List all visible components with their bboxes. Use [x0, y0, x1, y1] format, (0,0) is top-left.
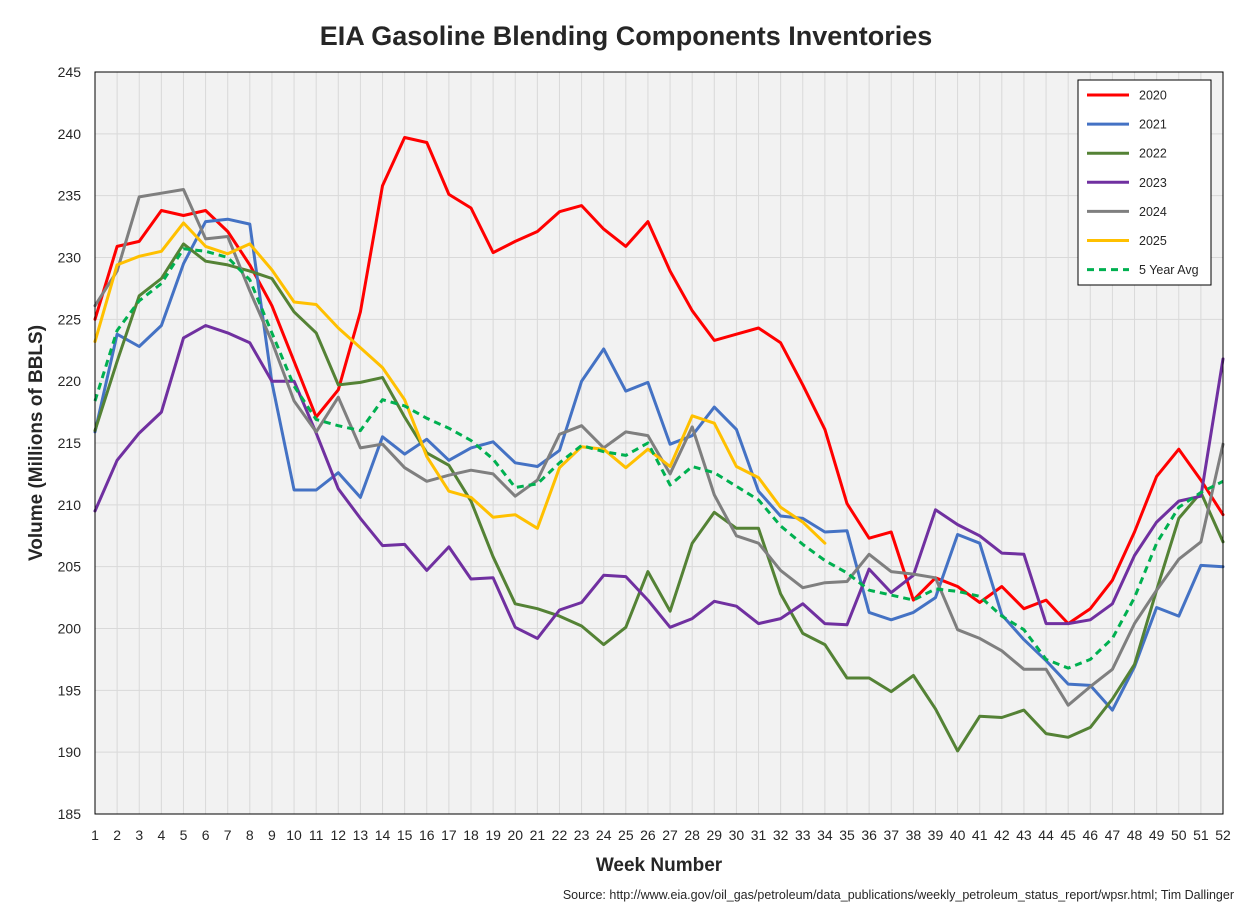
x-tick-label: 5: [180, 827, 188, 843]
x-tick-label: 4: [157, 827, 165, 843]
x-tick-label: 15: [397, 827, 413, 843]
x-tick-label: 27: [662, 827, 678, 843]
y-tick-label: 245: [58, 64, 82, 80]
x-tick-label: 1: [91, 827, 99, 843]
x-tick-label: 6: [202, 827, 210, 843]
x-tick-label: 7: [224, 827, 232, 843]
series-line-2023: [93, 324, 1225, 640]
x-tick-label: 16: [419, 827, 435, 843]
legend-label: 5 Year Avg: [1139, 263, 1199, 277]
x-tick-label: 51: [1193, 827, 1209, 843]
x-tick-label: 35: [839, 827, 855, 843]
y-tick-label: 220: [58, 373, 82, 389]
y-tick-label: 195: [58, 682, 82, 698]
y-tick-label: 185: [58, 806, 82, 822]
x-axis-label: Week Number: [596, 855, 723, 876]
y-tick-label: 215: [58, 435, 82, 451]
x-tick-label: 34: [817, 827, 833, 843]
series-line-5-year-avg: [93, 247, 1224, 670]
legend-label: 2024: [1139, 205, 1167, 219]
chart-title: EIA Gasoline Blending Components Invento…: [320, 21, 933, 51]
x-tick-label: 49: [1149, 827, 1165, 843]
x-tick-label: 40: [950, 827, 966, 843]
x-tick-label: 47: [1105, 827, 1121, 843]
x-tick-label: 8: [246, 827, 254, 843]
x-tick-label: 42: [994, 827, 1010, 843]
x-tick-label: 11: [309, 827, 324, 843]
x-tick-label: 28: [684, 827, 700, 843]
x-tick-label: 32: [773, 827, 789, 843]
y-tick-label: 210: [58, 497, 82, 513]
x-tick-label: 2: [113, 827, 121, 843]
x-tick-label: 21: [530, 827, 546, 843]
x-tick-label: 12: [331, 827, 347, 843]
legend-label: 2021: [1139, 118, 1167, 132]
legend-label: 2020: [1139, 89, 1167, 103]
x-tick-label: 9: [268, 827, 276, 843]
x-tick-label: 39: [928, 827, 944, 843]
x-tick-label: 43: [1016, 827, 1032, 843]
y-tick-label: 235: [58, 188, 82, 204]
y-tick-label: 190: [58, 744, 82, 760]
x-tick-label: 37: [883, 827, 899, 843]
x-tick-label: 38: [906, 827, 922, 843]
legend-label: 2022: [1139, 147, 1167, 161]
series-line-2020: [93, 136, 1225, 626]
x-tick-label: 14: [375, 827, 391, 843]
x-tick-label: 13: [353, 827, 369, 843]
x-tick-label: 18: [463, 827, 479, 843]
legend: 2020 2021 2022 2023 2024 2025 5 Year Avg: [1077, 79, 1212, 286]
x-tick-label: 10: [286, 827, 302, 843]
x-tick-label: 17: [441, 827, 457, 843]
x-tick-label: 26: [640, 827, 656, 843]
x-tick-label: 41: [972, 827, 988, 843]
x-tick-label: 45: [1060, 827, 1076, 843]
plot-border: [94, 71, 1224, 815]
x-tick-label: 23: [574, 827, 590, 843]
legend-label: 2023: [1139, 176, 1167, 190]
y-tick-label: 225: [58, 311, 82, 327]
x-tick-label: 3: [135, 827, 143, 843]
series-line-2025: [93, 221, 827, 545]
y-tick-label: 240: [58, 126, 82, 142]
series-line-2021: [93, 217, 1225, 712]
y-tick-label: 205: [58, 559, 82, 575]
x-axis-tick-labels: 1 2 3 4 5 6 7 8 9 10 11 12 13 14 15 16 17 18 19 20 21 22 23 24 2…: [91, 827, 1231, 843]
y-tick-label: 200: [58, 621, 82, 637]
series-line-2022: [93, 242, 1225, 753]
legend-label: 2025: [1139, 234, 1167, 248]
y-axis-label: Volume (Millions of BBLS): [26, 325, 47, 561]
x-tick-label: 30: [729, 827, 745, 843]
source-note: Source: http://www.eia.gov/oil_gas/petro…: [563, 888, 1234, 902]
x-tick-label: 22: [552, 827, 568, 843]
x-tick-label: 25: [618, 827, 634, 843]
x-tick-label: 48: [1127, 827, 1143, 843]
x-tick-label: 36: [861, 827, 877, 843]
series-lines: [93, 136, 1225, 753]
x-tick-label: 20: [507, 827, 523, 843]
x-tick-label: 19: [485, 827, 501, 843]
x-tick-label: 44: [1038, 827, 1054, 843]
x-tick-label: 29: [707, 827, 723, 843]
x-tick-label: 24: [596, 827, 612, 843]
x-tick-label: 50: [1171, 827, 1187, 843]
x-tick-label: 33: [795, 827, 811, 843]
x-tick-label: 31: [751, 827, 767, 843]
y-tick-label: 230: [58, 250, 82, 266]
series-line-2024: [93, 188, 1225, 707]
x-tick-label: 52: [1215, 827, 1231, 843]
x-tick-label: 46: [1083, 827, 1099, 843]
y-axis-tick-labels: 185 190 195 200 205 210 215 220 225 230 235 240 245: [58, 64, 82, 822]
